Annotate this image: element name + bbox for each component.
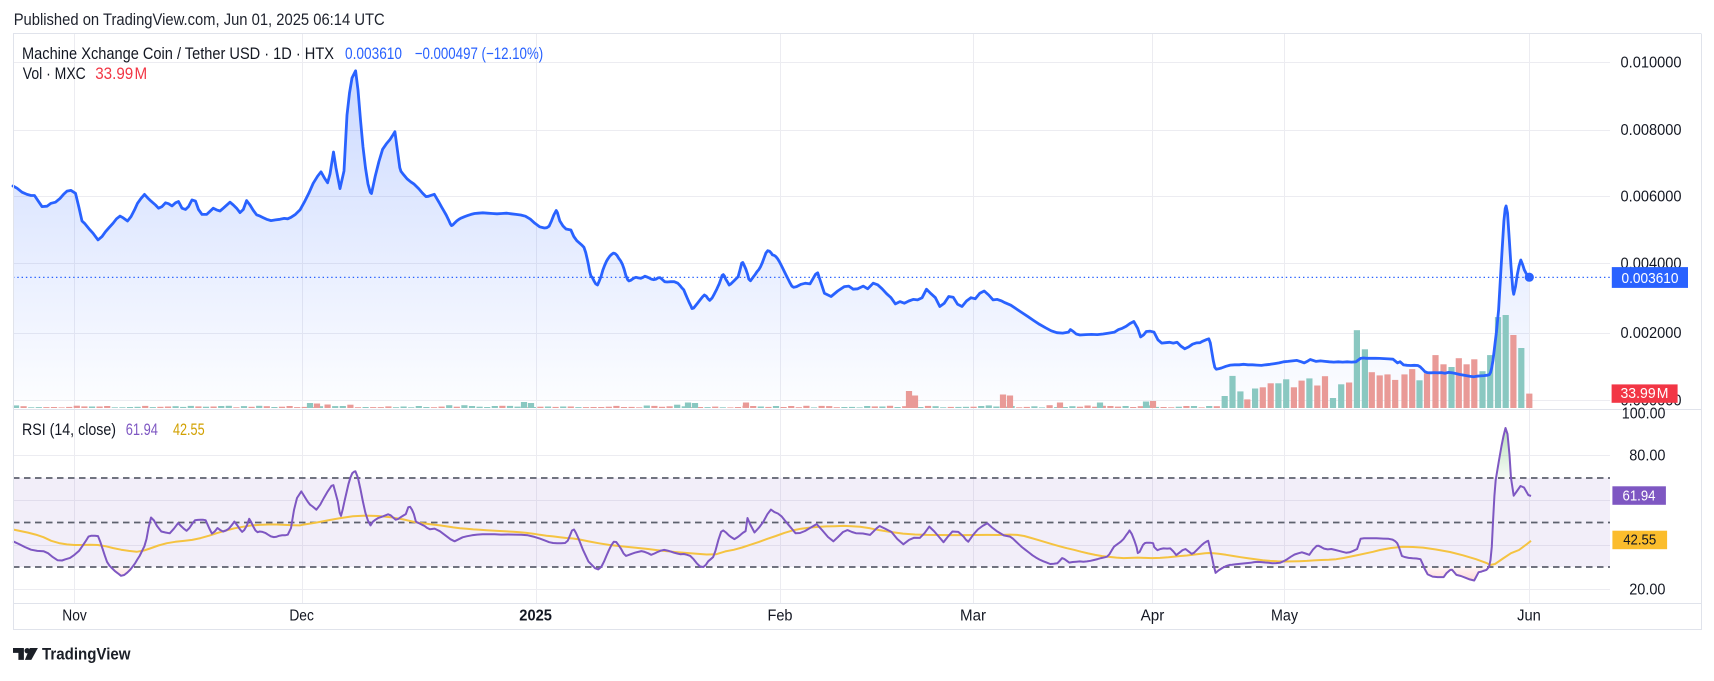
svg-text:Dec: Dec xyxy=(289,607,314,624)
svg-text:Vol · MXC: Vol · MXC xyxy=(23,65,86,83)
svg-text:TradingView: TradingView xyxy=(42,646,131,664)
svg-text:Nov: Nov xyxy=(62,607,87,624)
svg-text:Mar: Mar xyxy=(960,607,986,624)
svg-text:42.55: 42.55 xyxy=(1623,532,1656,549)
svg-text:Apr: Apr xyxy=(1141,607,1165,624)
svg-text:May: May xyxy=(1271,607,1298,624)
svg-text:Published on TradingView.com,: Published on TradingView.com, Jun 01, 20… xyxy=(14,10,385,29)
svg-text:33.99 M: 33.99 M xyxy=(95,65,147,83)
svg-text:0.008000: 0.008000 xyxy=(1621,122,1682,139)
svg-text:Feb: Feb xyxy=(767,607,792,624)
svg-text:33.99 M: 33.99 M xyxy=(1621,385,1669,402)
svg-text:100.00: 100.00 xyxy=(1622,405,1666,422)
svg-text:42.55: 42.55 xyxy=(173,421,205,439)
svg-text:80.00: 80.00 xyxy=(1629,448,1666,465)
svg-text:RSI (14, close): RSI (14, close) xyxy=(22,421,116,439)
svg-text:2025: 2025 xyxy=(519,607,552,624)
svg-text:0.003610: 0.003610 xyxy=(1622,270,1679,287)
svg-text:Machine Xchange Coin / Tether: Machine Xchange Coin / Tether USD · 1D ·… xyxy=(22,45,334,63)
svg-text:61.94: 61.94 xyxy=(126,421,158,439)
svg-text:−0.000497 (−12.10%): −0.000497 (−12.10%) xyxy=(415,45,544,63)
svg-text:20.00: 20.00 xyxy=(1629,582,1666,599)
svg-text:0.010000: 0.010000 xyxy=(1621,54,1682,71)
svg-text:0.006000: 0.006000 xyxy=(1621,188,1682,205)
svg-text:61.94: 61.94 xyxy=(1623,487,1656,504)
svg-text:0.003610: 0.003610 xyxy=(345,45,402,63)
svg-text:0.002000: 0.002000 xyxy=(1621,325,1682,342)
svg-text:Jun: Jun xyxy=(1517,607,1541,624)
